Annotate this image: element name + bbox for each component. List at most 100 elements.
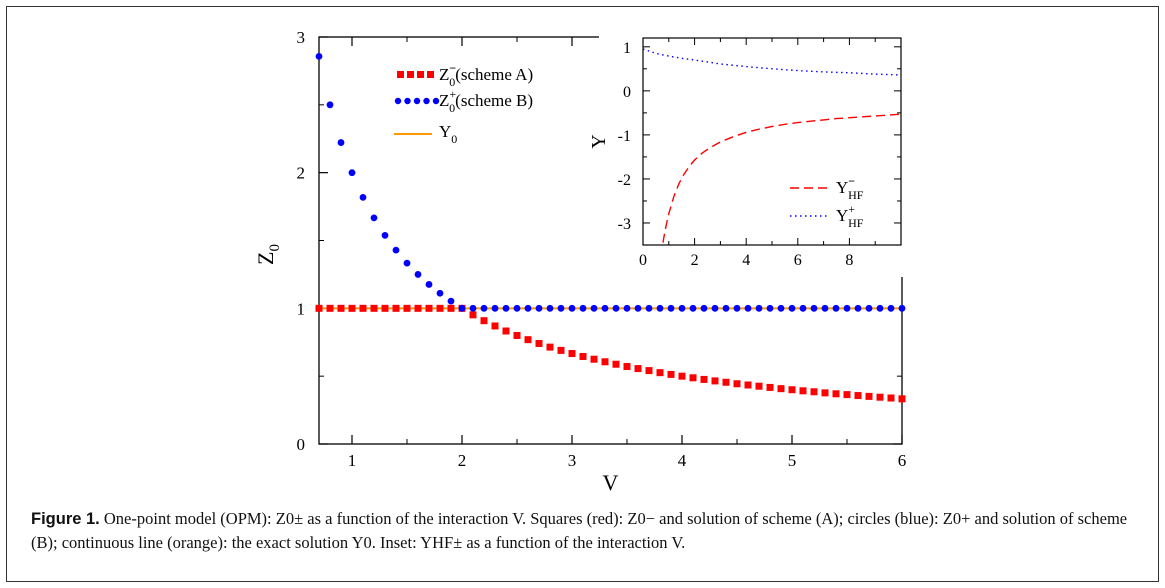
- inset-legend-minus-label: Y− HF: [836, 174, 864, 202]
- series-a-point: [403, 304, 411, 312]
- series-a-point: [326, 304, 334, 312]
- legend-a-swatch: [417, 71, 424, 78]
- series-a-point: [711, 377, 719, 385]
- series-a-point: [524, 336, 532, 344]
- series-b-point: [414, 271, 422, 278]
- series-a-point: [634, 365, 642, 373]
- series-a-point: [799, 387, 807, 395]
- y-axis-label: Z0: [253, 244, 283, 265]
- series-b-point: [634, 304, 642, 312]
- legend-a-label: Z− 0(scheme A): [439, 61, 533, 89]
- inset-y-tick-label: -2: [618, 172, 631, 189]
- y-axis-label-text: Z0: [253, 244, 283, 265]
- legend-b-swatch: [394, 97, 402, 105]
- inset-x-tick-label: 2: [691, 252, 699, 269]
- series-b-point: [535, 304, 543, 312]
- series-a-point: [667, 370, 675, 378]
- series-b-point: [832, 304, 840, 312]
- series-b-point: [458, 304, 466, 312]
- x-tick-label: 5: [788, 451, 797, 470]
- series-b-point: [502, 304, 510, 312]
- series-a-point: [392, 304, 400, 312]
- legend-b-swatch: [404, 97, 411, 105]
- series-a-point: [887, 394, 895, 402]
- inset-y-axis-label-text: Y: [588, 134, 610, 148]
- x-axis-label: V: [603, 470, 619, 495]
- legend-a-swatch: [427, 71, 434, 78]
- series-b-point: [689, 304, 697, 312]
- series-b-point: [612, 304, 620, 312]
- figure-plot: 1 2 3 4 5 6 0 1 2 3 V Z0 Z− 0(scheme A)Z+ 0(scheme B)…: [253, 28, 906, 495]
- series-a-point: [689, 374, 697, 382]
- x-tick-label: 3: [568, 451, 577, 470]
- series-b-point: [700, 304, 708, 312]
- figure-caption: Figure 1. One-point model (OPM): Z0± as …: [31, 507, 1151, 555]
- series-b-point: [865, 304, 873, 312]
- series-b-point: [623, 304, 631, 312]
- inset-y-tick-label: -1: [618, 128, 631, 145]
- figure-frame: 1 2 3 4 5 6 0 1 2 3 V Z0 Z− 0(scheme A) Z+ 0(scheme B)…: [6, 6, 1159, 582]
- series-b-point: [579, 304, 587, 312]
- series-a-point: [436, 304, 444, 312]
- caption-label: Figure 1.: [31, 510, 100, 528]
- x-tick-label: 2: [458, 451, 467, 470]
- series-b-point: [667, 304, 675, 312]
- series-b-point: [436, 289, 444, 297]
- series-b-point: [821, 304, 829, 312]
- series-yhf-minus-line: [662, 113, 901, 245]
- series-b-point: [799, 304, 807, 312]
- legend-b-swatch: [413, 97, 421, 105]
- series-b-point: [370, 214, 378, 222]
- x-tick-label: 1: [348, 451, 357, 470]
- legend-y0-label: Y0: [439, 122, 457, 146]
- series-b-point: [315, 53, 323, 60]
- series-b-point: [557, 304, 565, 312]
- series-a-point: [755, 382, 763, 390]
- series-a-point: [348, 304, 356, 312]
- inset-x-tick-label: 8: [845, 252, 853, 269]
- series-a-point: [590, 355, 598, 363]
- series-b-point: [381, 231, 389, 239]
- series-b-point: [656, 304, 664, 312]
- legend-b-swatch: [423, 97, 430, 105]
- y-tick-label: 0: [297, 435, 306, 454]
- series-a-point: [722, 378, 730, 386]
- series-b-point: [744, 304, 752, 312]
- series-a-point: [370, 304, 378, 312]
- series-b-point: [491, 304, 499, 312]
- series-a-point: [491, 322, 499, 330]
- legend-b-label: Z+ 0(scheme B): [439, 87, 533, 115]
- y-tick-label: 1: [297, 299, 306, 318]
- series-a-point: [425, 304, 433, 312]
- series-a-point: [513, 331, 521, 339]
- series-b-point: [766, 304, 774, 312]
- legend-b-swatch: [432, 97, 440, 105]
- series-a-point: [656, 369, 664, 377]
- series-a-point: [832, 390, 840, 398]
- inset-y-tick-label: 1: [623, 40, 631, 57]
- series-a-point: [381, 304, 389, 312]
- series-a-point: [843, 391, 851, 399]
- series-b-point: [843, 304, 851, 312]
- series-a-point: [788, 386, 796, 394]
- legend-a-swatch: [407, 71, 414, 78]
- series-a-point: [612, 360, 620, 368]
- series-a-point: [359, 304, 367, 312]
- caption-text: One-point model (OPM): Z0± as a function…: [31, 509, 1128, 552]
- series-b-point: [590, 304, 598, 312]
- inset-x-tick-label: 4: [742, 252, 750, 269]
- series-a-point: [447, 304, 455, 312]
- series-b-point: [898, 304, 906, 312]
- series-a-point: [744, 381, 752, 389]
- legend-a-swatch: [397, 71, 404, 78]
- series-a-point: [480, 317, 488, 325]
- series-a-point: [469, 311, 477, 319]
- series-b-point: [876, 304, 884, 312]
- series-b-point: [788, 304, 796, 312]
- series-a-point: [557, 346, 565, 354]
- series-b-point: [777, 304, 785, 312]
- series-b-point: [326, 101, 334, 109]
- series-b-point: [568, 304, 576, 312]
- inset-background: [599, 36, 903, 277]
- series-b-point: [469, 304, 477, 312]
